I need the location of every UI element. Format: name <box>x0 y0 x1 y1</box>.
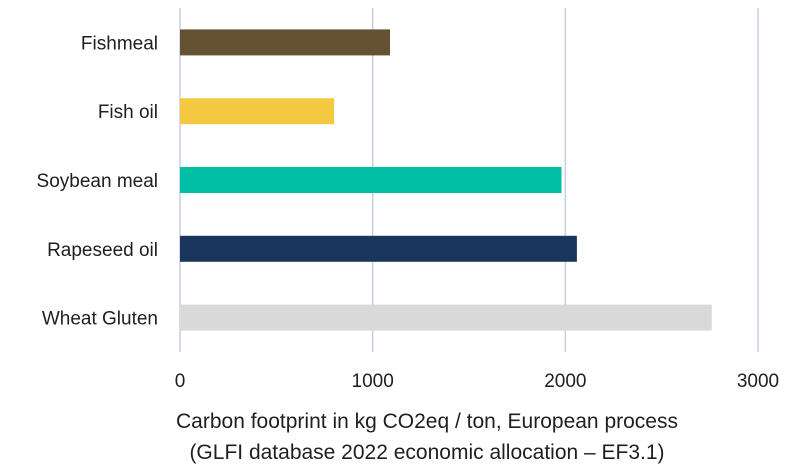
category-label: Wheat Gluten <box>42 309 158 330</box>
x-tick-label: 1000 <box>352 371 394 392</box>
category-label: Soybean meal <box>37 171 158 192</box>
category-label: Rapeseed oil <box>47 240 158 261</box>
x-tick-label: 0 <box>175 371 186 392</box>
bar-fishmeal <box>180 29 391 56</box>
bars <box>180 29 712 331</box>
x-tick-label: 2000 <box>544 371 586 392</box>
bar-rapeseed-oil <box>180 235 577 262</box>
x-tick-label: 3000 <box>737 371 779 392</box>
category-label: Fish oil <box>98 102 158 123</box>
x-tick-labels: 0 1000 2000 3000 <box>175 371 779 392</box>
bar-wheat-gluten <box>180 304 712 331</box>
x-axis-title-line2: (GLFI database 2022 economic allocation … <box>189 441 664 464</box>
category-labels: Fishmeal Fish oil Soybean meal Rapeseed oil… <box>37 33 158 329</box>
category-label: Fishmeal <box>81 33 158 54</box>
bar-soybean-meal <box>180 167 562 193</box>
bar-fish-oil <box>180 98 335 125</box>
x-axis-title: Carbon footprint in kg CO2eq / ton, Euro… <box>176 410 678 433</box>
